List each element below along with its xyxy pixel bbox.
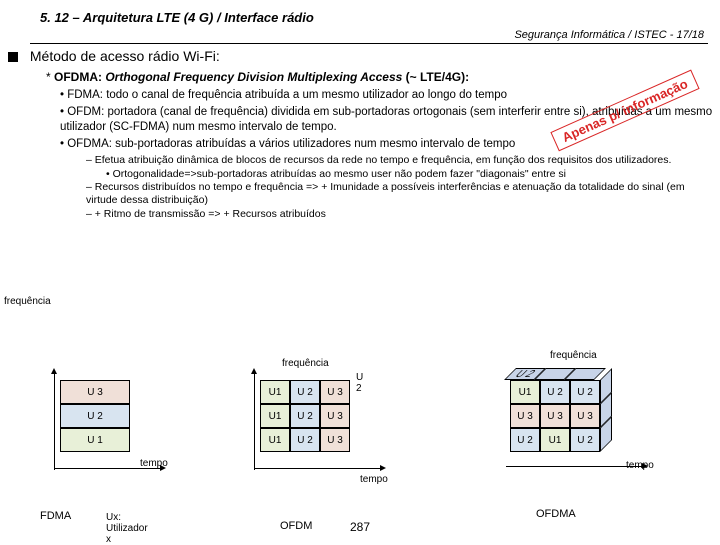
ofdma-cell: U 3 (510, 404, 540, 428)
divider (30, 43, 708, 44)
ofdma-definition: * OFDMA: Orthogonal Frequency Division M… (46, 70, 714, 84)
freq-label-left: frequência (4, 296, 51, 307)
ofdma-cell: U 2 (570, 380, 600, 404)
axis-v (254, 370, 255, 470)
ofdma-cell: U1 (510, 380, 540, 404)
ofdm-cell: U1 (260, 380, 290, 404)
axis-v (54, 370, 55, 470)
diagrams-area: U 3 U 2 U 1 tempo FDMA Ux: Utilizador x … (0, 340, 720, 540)
ofdm-cell: U 2 (290, 380, 320, 404)
axis-h (254, 468, 384, 469)
ofdma-cell: U 3 (540, 404, 570, 428)
ofdma-cell: U 2 (510, 428, 540, 452)
ofdm-cell: U 3 (320, 404, 350, 428)
tempo-label: tempo (140, 458, 168, 469)
ofdma-cell: U 2 (570, 428, 600, 452)
ofdm-cell: U 3 (320, 428, 350, 452)
ofdma-cell: U1 (540, 428, 570, 452)
bullet-fdma: • FDMA: todo o canal de frequência atrib… (60, 88, 714, 103)
ofdm-label: OFDM (280, 520, 312, 532)
ofdma-label: OFDMA (536, 508, 576, 520)
dash-1: – Efetua atribuição dinâmica de blocos d… (86, 154, 714, 167)
section-text: Método de acesso rádio Wi-Fi: (30, 48, 220, 64)
ofdm-cell: U1 (260, 428, 290, 452)
ofdm-cell: U 2 (290, 404, 320, 428)
body-content: * OFDMA: Orthogonal Frequency Division M… (0, 70, 720, 221)
chapter-title: 5. 12 – Arquitetura LTE (4 G) / Interfac… (40, 10, 720, 25)
ofdm-cell: U 2 (290, 428, 320, 452)
ofdma-cell: U 3 (570, 404, 600, 428)
ofdm-cell: U 3 (320, 380, 350, 404)
fdma-row: U 3 (60, 380, 130, 404)
dash-2: – Recursos distribuídos no tempo e frequ… (86, 181, 714, 207)
ofdm-cell: U1 (260, 404, 290, 428)
dash-3: – + Ritmo de transmissão => + Recursos a… (86, 208, 714, 221)
freq-label: frequência (282, 358, 329, 369)
fdma-label: FDMA (40, 510, 71, 522)
freq-label: frequência (550, 350, 597, 361)
bullet-ofdma: • OFDMA: sub-portadoras atribuídas a vár… (60, 137, 714, 152)
section-heading: Método de acesso rádio Wi-Fi: (30, 48, 720, 64)
ux-legend: Ux: Utilizador x (106, 512, 148, 545)
axis-h (506, 466, 646, 467)
square-bullet-icon (8, 52, 18, 62)
tempo-label: tempo (626, 460, 654, 471)
u2-depth-label: U 2 (356, 372, 363, 394)
subdot-1: • Ortogonalidade=>sub-portadoras atribuí… (106, 168, 714, 180)
page-number: 287 (350, 520, 370, 534)
fdma-row: U 1 (60, 428, 130, 452)
tempo-label: tempo (360, 474, 388, 485)
course-info: Segurança Informática / ISTEC - 17/18 (40, 29, 720, 41)
ofdma-cell: U 2 (540, 380, 570, 404)
fdma-row: U 2 (60, 404, 130, 428)
